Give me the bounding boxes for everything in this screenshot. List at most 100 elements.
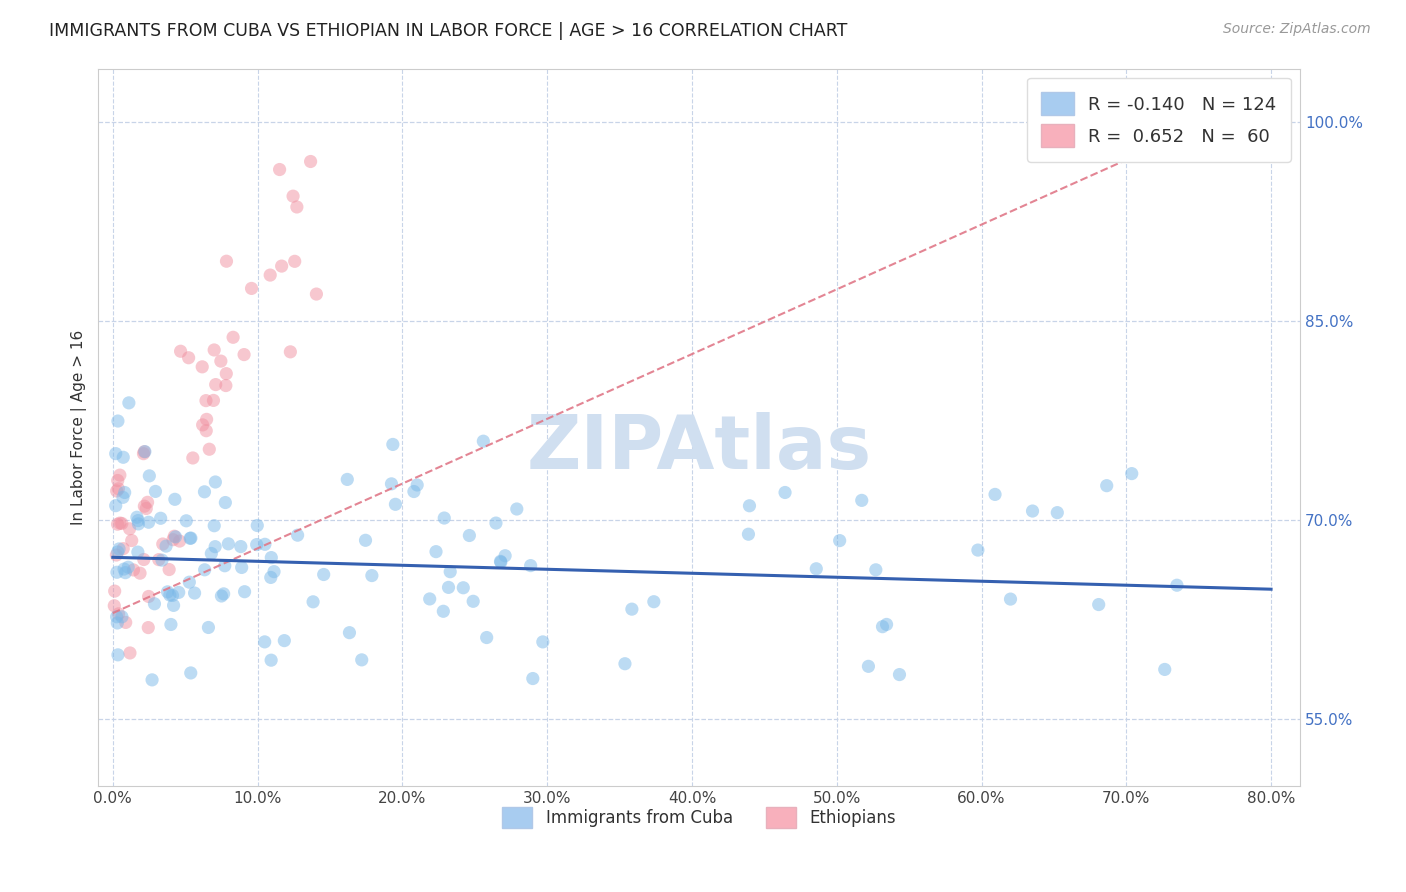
Point (114, 485, 136, 500)
Point (209, 354, 232, 368)
Point (214, 495, 236, 509)
Point (104, 499, 127, 513)
Point (200, 547, 222, 561)
Point (1087, 598, 1109, 612)
Legend: Immigrants from Cuba, Ethiopians: Immigrants from Cuba, Ethiopians (496, 800, 903, 835)
Point (360, 568, 382, 582)
Point (198, 442, 221, 457)
Point (195, 424, 218, 438)
Point (737, 527, 759, 541)
Point (233, 348, 256, 362)
Point (107, 482, 129, 496)
Y-axis label: In Labor Force | Age > 16: In Labor Force | Age > 16 (72, 329, 87, 524)
Point (162, 599, 184, 613)
Point (1166, 578, 1188, 592)
Point (260, 570, 283, 584)
Point (202, 343, 225, 357)
Point (233, 584, 256, 599)
Point (475, 631, 498, 645)
Point (1046, 506, 1069, 520)
Point (163, 492, 186, 507)
Point (138, 590, 160, 604)
Point (281, 189, 304, 203)
Point (152, 537, 174, 551)
Point (246, 518, 269, 533)
Point (865, 563, 887, 577)
Point (472, 434, 495, 449)
Point (204, 540, 226, 554)
Point (180, 665, 202, 680)
Point (103, 599, 125, 613)
Point (380, 476, 402, 491)
Point (253, 537, 276, 551)
Point (432, 604, 454, 618)
Point (105, 548, 128, 562)
Point (402, 484, 425, 499)
Point (132, 552, 155, 566)
Point (260, 550, 283, 565)
Point (384, 497, 406, 511)
Point (419, 591, 441, 606)
Point (183, 586, 205, 600)
Point (155, 539, 177, 553)
Point (127, 545, 149, 559)
Point (299, 154, 322, 169)
Point (197, 620, 219, 634)
Point (202, 518, 225, 533)
Text: Source: ZipAtlas.com: Source: ZipAtlas.com (1223, 22, 1371, 37)
Point (773, 485, 796, 500)
Point (984, 487, 1007, 501)
Text: IMMIGRANTS FROM CUBA VS ETHIOPIAN IN LABOR FORCE | AGE > 16 CORRELATION CHART: IMMIGRANTS FROM CUBA VS ETHIOPIAN IN LAB… (49, 22, 848, 40)
Point (211, 589, 233, 603)
Point (489, 554, 512, 568)
Point (204, 377, 226, 392)
Point (162, 589, 184, 603)
Point (134, 444, 156, 458)
Point (231, 560, 253, 574)
Point (127, 516, 149, 531)
Point (246, 538, 269, 552)
Point (107, 517, 129, 532)
Point (135, 501, 157, 516)
Point (519, 558, 541, 573)
Point (643, 595, 665, 609)
Point (214, 558, 236, 573)
Point (876, 617, 898, 632)
Point (107, 545, 129, 559)
Point (136, 495, 159, 509)
Point (127, 514, 149, 528)
Point (180, 531, 202, 545)
Point (149, 511, 172, 525)
Point (169, 534, 191, 549)
Point (141, 673, 163, 687)
Point (280, 344, 302, 359)
Point (111, 609, 134, 624)
Point (273, 633, 295, 648)
Point (406, 478, 429, 492)
Point (105, 609, 128, 624)
Point (105, 566, 128, 580)
Point (451, 581, 474, 595)
Point (222, 330, 245, 344)
Point (118, 522, 141, 536)
Point (494, 549, 516, 563)
Point (531, 635, 554, 649)
Point (104, 584, 127, 599)
Point (354, 533, 377, 548)
Point (156, 585, 179, 599)
Point (177, 351, 200, 365)
Point (263, 565, 285, 579)
Point (485, 516, 508, 530)
Point (217, 537, 239, 551)
Point (105, 483, 128, 498)
Point (163, 529, 186, 543)
Point (339, 625, 361, 640)
Point (1021, 504, 1043, 518)
Point (179, 575, 201, 590)
Point (1121, 467, 1143, 481)
Point (284, 254, 307, 268)
Point (134, 444, 156, 458)
Point (148, 552, 170, 566)
Point (118, 646, 141, 660)
Point (215, 367, 238, 381)
